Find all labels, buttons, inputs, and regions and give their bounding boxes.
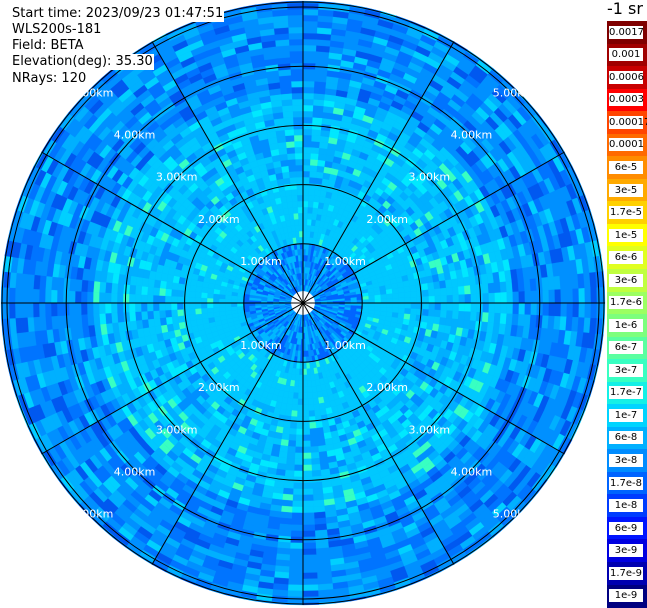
colorbar-swatch: 6e-9	[607, 516, 647, 540]
colorbar-label: 1.7e-9	[609, 566, 643, 580]
colorbar-swatch: 0.001	[607, 43, 647, 67]
colorbar-swatch: 1e-5	[607, 223, 647, 247]
colorbar-swatch: 0.0006	[607, 66, 647, 90]
colorbar-label: 3e-7	[609, 363, 643, 377]
range-label: 3.00km	[409, 171, 451, 184]
colorbar-swatch: 1.7e-8	[607, 471, 647, 495]
colorbar-label: 6e-6	[609, 251, 643, 265]
colorbar-swatch: 3e-8	[607, 449, 647, 473]
colorbar-label: 6e-8	[609, 431, 643, 445]
colorbar-label: 1e-6	[609, 318, 643, 332]
colorbar-label: 6e-7	[609, 341, 643, 355]
colorbar-label: 1.7e-5	[609, 206, 643, 220]
colorbar-label: 0.0017	[609, 25, 644, 39]
azimuth-spokes	[1, 1, 605, 605]
range-label: 5.00km	[72, 87, 114, 100]
colorbar-swatch: 6e-8	[607, 426, 647, 450]
colorbar-swatch: 1.7e-6	[607, 291, 647, 315]
colorbar-swatch: 0.0003	[607, 88, 647, 112]
range-label: 2.00km	[198, 213, 240, 226]
colorbar-swatch: 0.0001	[607, 133, 647, 157]
colorbar-label: 0.00017	[609, 115, 647, 129]
colorbar-swatch: 3e-5	[607, 178, 647, 202]
colorbar-swatch: 0.00017	[607, 111, 647, 135]
range-label: 1.00km	[240, 339, 282, 352]
colorbar: 0.0017 0.001 0.0006 0.0003 0.00017 0.0001 6e-5…	[607, 21, 647, 608]
colorbar-label: 1.7e-8	[609, 476, 643, 490]
colorbar-swatch: 1.7e-7	[607, 381, 647, 405]
colorbar-label: 0.001	[609, 48, 643, 62]
colorbar-label: 1e-5	[609, 228, 643, 242]
colorbar-swatch: 6e-6	[607, 246, 647, 270]
instrument-label: WLS200s-181	[11, 22, 103, 38]
colorbar-label: 0.0001	[609, 138, 644, 152]
colorbar-label: 1e-8	[609, 499, 643, 513]
colorbar-label: 1.7e-6	[609, 296, 643, 310]
range-labels: 1.00km 1.00km 1.00km 1.00km 2.00km 2.00km 2.00…	[72, 87, 535, 521]
colorbar-label: 3e-9	[609, 544, 643, 558]
range-label: 5.00km	[72, 508, 114, 521]
colorbar-swatch: 1.7e-9	[607, 561, 647, 585]
colorbar-swatch: 3e-7	[607, 359, 647, 383]
colorbar-label: 0.0006	[609, 70, 644, 84]
elevation-label: Elevation(deg): 35.30	[11, 54, 154, 70]
range-label: 2.00km	[366, 381, 408, 394]
range-label: 4.00km	[114, 129, 156, 142]
colorbar-swatch: 3e-6	[607, 268, 647, 292]
colorbar-swatch: 1e-8	[607, 494, 647, 518]
colorbar-label: 1e-7	[609, 408, 643, 422]
colorbar-label: 1.7e-7	[609, 386, 643, 400]
start-time-label: Start time: 2023/09/23 01:47:51	[11, 6, 225, 22]
range-label: 5.00km	[493, 508, 535, 521]
colorbar-swatch: 6e-7	[607, 336, 647, 360]
azimuth-spoke	[41, 151, 565, 455]
colorbar-swatch: 3e-9	[607, 539, 647, 563]
nrays-label: NRays: 120	[11, 71, 88, 87]
field-label: Field: BETA	[11, 38, 85, 54]
range-label: 1.00km	[240, 255, 282, 268]
range-label: 1.00km	[324, 339, 366, 352]
ppi-scan-plot: 1.00km 1.00km 1.00km 1.00km 2.00km 2.00km 2.00…	[0, 0, 606, 606]
colorbar-swatch: 1.7e-5	[607, 201, 647, 225]
range-label: 4.00km	[451, 465, 493, 478]
range-label: 3.00km	[156, 423, 198, 436]
colorbar-label: 3e-5	[609, 183, 643, 197]
colorbar-label: 6e-5	[609, 160, 643, 174]
colorbar-label: 6e-9	[609, 521, 643, 535]
colorbar-swatch: 0.0017	[607, 21, 647, 45]
range-label: 4.00km	[451, 129, 493, 142]
range-label: 2.00km	[198, 381, 240, 394]
range-label: 3.00km	[156, 171, 198, 184]
colorbar-swatch: 1e-6	[607, 314, 647, 338]
colorbar-label: 1e-9	[609, 589, 643, 603]
range-label: 1.00km	[324, 255, 366, 268]
ppi-backscatter-field	[0, 0, 606, 606]
colorbar-swatch: 1e-7	[607, 404, 647, 428]
range-label: 3.00km	[409, 423, 451, 436]
colorbar-swatch: 1e-9	[607, 584, 647, 608]
range-label: 4.00km	[114, 465, 156, 478]
colorbar-swatch: 6e-5	[607, 156, 647, 180]
range-label: 2.00km	[366, 213, 408, 226]
colorbar-label: 0.0003	[609, 93, 644, 107]
colorbar-label: 3e-6	[609, 273, 643, 287]
range-label: 5.00km	[493, 87, 535, 100]
colorbar-label: 3e-8	[609, 453, 643, 467]
colorbar-unit-label: -1 sr	[607, 0, 643, 18]
